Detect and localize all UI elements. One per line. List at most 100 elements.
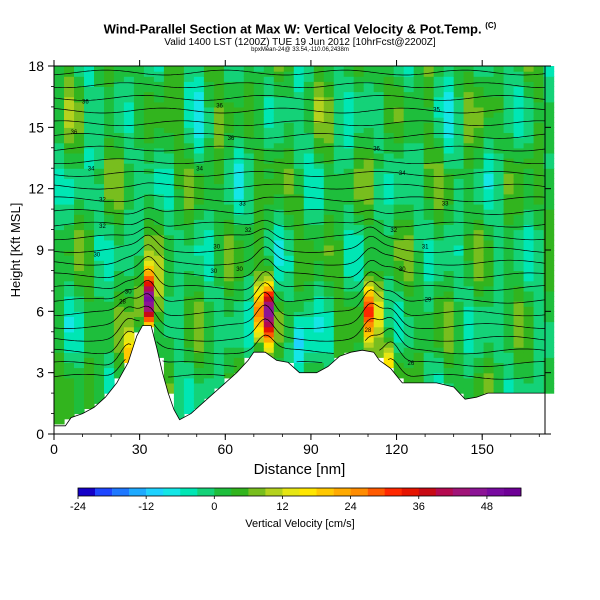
velocity-cell bbox=[153, 132, 165, 139]
velocity-cell bbox=[413, 285, 425, 292]
velocity-cell bbox=[523, 71, 535, 77]
velocity-cell bbox=[323, 183, 335, 190]
velocity-cell bbox=[403, 331, 415, 338]
velocity-cell bbox=[413, 296, 425, 302]
velocity-cell bbox=[64, 188, 75, 195]
colorbar-tick-label: 12 bbox=[276, 501, 288, 513]
velocity-cell bbox=[104, 255, 115, 261]
velocity-cell bbox=[503, 86, 515, 93]
velocity-cell bbox=[54, 342, 65, 348]
velocity-cell bbox=[463, 106, 475, 113]
velocity-cell bbox=[393, 168, 405, 174]
velocity-cell bbox=[463, 163, 475, 169]
velocity-cell bbox=[413, 342, 425, 348]
velocity-cell bbox=[153, 219, 165, 225]
colorbar-swatch bbox=[486, 488, 505, 496]
velocity-cell bbox=[463, 204, 475, 210]
velocity-cell bbox=[393, 188, 405, 195]
velocity-cell bbox=[323, 101, 335, 108]
velocity-cell bbox=[383, 137, 395, 144]
velocity-cell bbox=[233, 362, 245, 369]
velocity-cell bbox=[183, 382, 195, 389]
velocity-cell bbox=[413, 316, 425, 323]
velocity-cell bbox=[483, 372, 495, 379]
velocity-cell bbox=[433, 137, 445, 144]
velocity-cell bbox=[413, 122, 425, 128]
velocity-cell bbox=[503, 142, 515, 149]
velocity-cell bbox=[213, 132, 225, 139]
velocity-cell bbox=[313, 301, 325, 307]
velocity-cell bbox=[273, 158, 285, 164]
velocity-cell bbox=[433, 158, 445, 164]
velocity-cell bbox=[104, 96, 115, 103]
velocity-cell bbox=[443, 290, 455, 297]
velocity-cell bbox=[483, 270, 495, 277]
velocity-cell bbox=[153, 81, 165, 87]
velocity-cell bbox=[84, 127, 95, 133]
velocity-cell bbox=[383, 219, 395, 225]
velocity-cell bbox=[483, 377, 495, 384]
velocity-cell bbox=[283, 117, 295, 123]
velocity-cell bbox=[263, 296, 275, 302]
velocity-cell bbox=[513, 331, 525, 338]
velocity-cell bbox=[253, 86, 265, 93]
velocity-cell bbox=[213, 311, 225, 317]
velocity-cell bbox=[143, 311, 155, 317]
velocity-cell bbox=[543, 265, 555, 271]
velocity-cell bbox=[113, 163, 125, 169]
velocity-cell bbox=[263, 311, 275, 317]
velocity-cell bbox=[453, 112, 465, 118]
velocity-cell bbox=[133, 163, 145, 169]
velocity-cell bbox=[104, 158, 115, 164]
chart-title: Wind-Parallel Section at Max W: Vertical… bbox=[103, 21, 497, 37]
velocity-cell bbox=[203, 209, 215, 215]
velocity-cell bbox=[113, 326, 125, 333]
velocity-cell bbox=[163, 117, 175, 123]
velocity-cell bbox=[233, 352, 245, 358]
velocity-cell bbox=[193, 280, 205, 287]
velocity-cell bbox=[473, 204, 485, 210]
velocity-cell bbox=[303, 296, 315, 302]
velocity-cell bbox=[203, 316, 215, 323]
velocity-cell bbox=[313, 66, 325, 72]
velocity-cell bbox=[363, 285, 375, 292]
velocity-cell bbox=[173, 321, 185, 328]
velocity-cell bbox=[363, 147, 375, 154]
velocity-cell bbox=[483, 326, 495, 333]
colorbar-swatch bbox=[163, 488, 181, 496]
velocity-cell bbox=[443, 234, 455, 241]
velocity-cell bbox=[153, 244, 165, 251]
velocity-cell bbox=[123, 296, 135, 302]
velocity-cell bbox=[233, 321, 245, 328]
velocity-cell bbox=[74, 316, 85, 323]
velocity-cell bbox=[293, 122, 305, 128]
velocity-cell bbox=[253, 285, 265, 292]
velocity-cell bbox=[223, 132, 235, 139]
velocity-cell bbox=[473, 331, 485, 338]
velocity-cell bbox=[64, 280, 75, 287]
velocity-cell bbox=[353, 285, 365, 292]
velocity-cell bbox=[513, 357, 525, 363]
velocity-cell bbox=[64, 301, 75, 307]
velocity-cell bbox=[293, 147, 305, 154]
velocity-cell bbox=[423, 106, 435, 113]
velocity-cell bbox=[483, 76, 495, 82]
colorbar-swatch bbox=[435, 488, 454, 496]
velocity-cell bbox=[483, 352, 495, 358]
velocity-cell bbox=[74, 204, 85, 210]
velocity-cell bbox=[403, 91, 415, 98]
velocity-cell bbox=[153, 352, 165, 358]
velocity-cell bbox=[183, 265, 195, 271]
velocity-cell bbox=[283, 301, 295, 307]
velocity-cell bbox=[94, 326, 105, 333]
velocity-cell bbox=[163, 188, 175, 195]
velocity-cell bbox=[393, 280, 405, 287]
velocity-cell bbox=[413, 168, 425, 174]
velocity-cell bbox=[353, 214, 365, 220]
velocity-cell bbox=[383, 101, 395, 108]
velocity-cell bbox=[513, 183, 525, 190]
velocity-cell bbox=[113, 362, 125, 369]
velocity-cell bbox=[543, 250, 555, 256]
velocity-cell bbox=[393, 193, 405, 200]
velocity-cell bbox=[423, 193, 435, 200]
